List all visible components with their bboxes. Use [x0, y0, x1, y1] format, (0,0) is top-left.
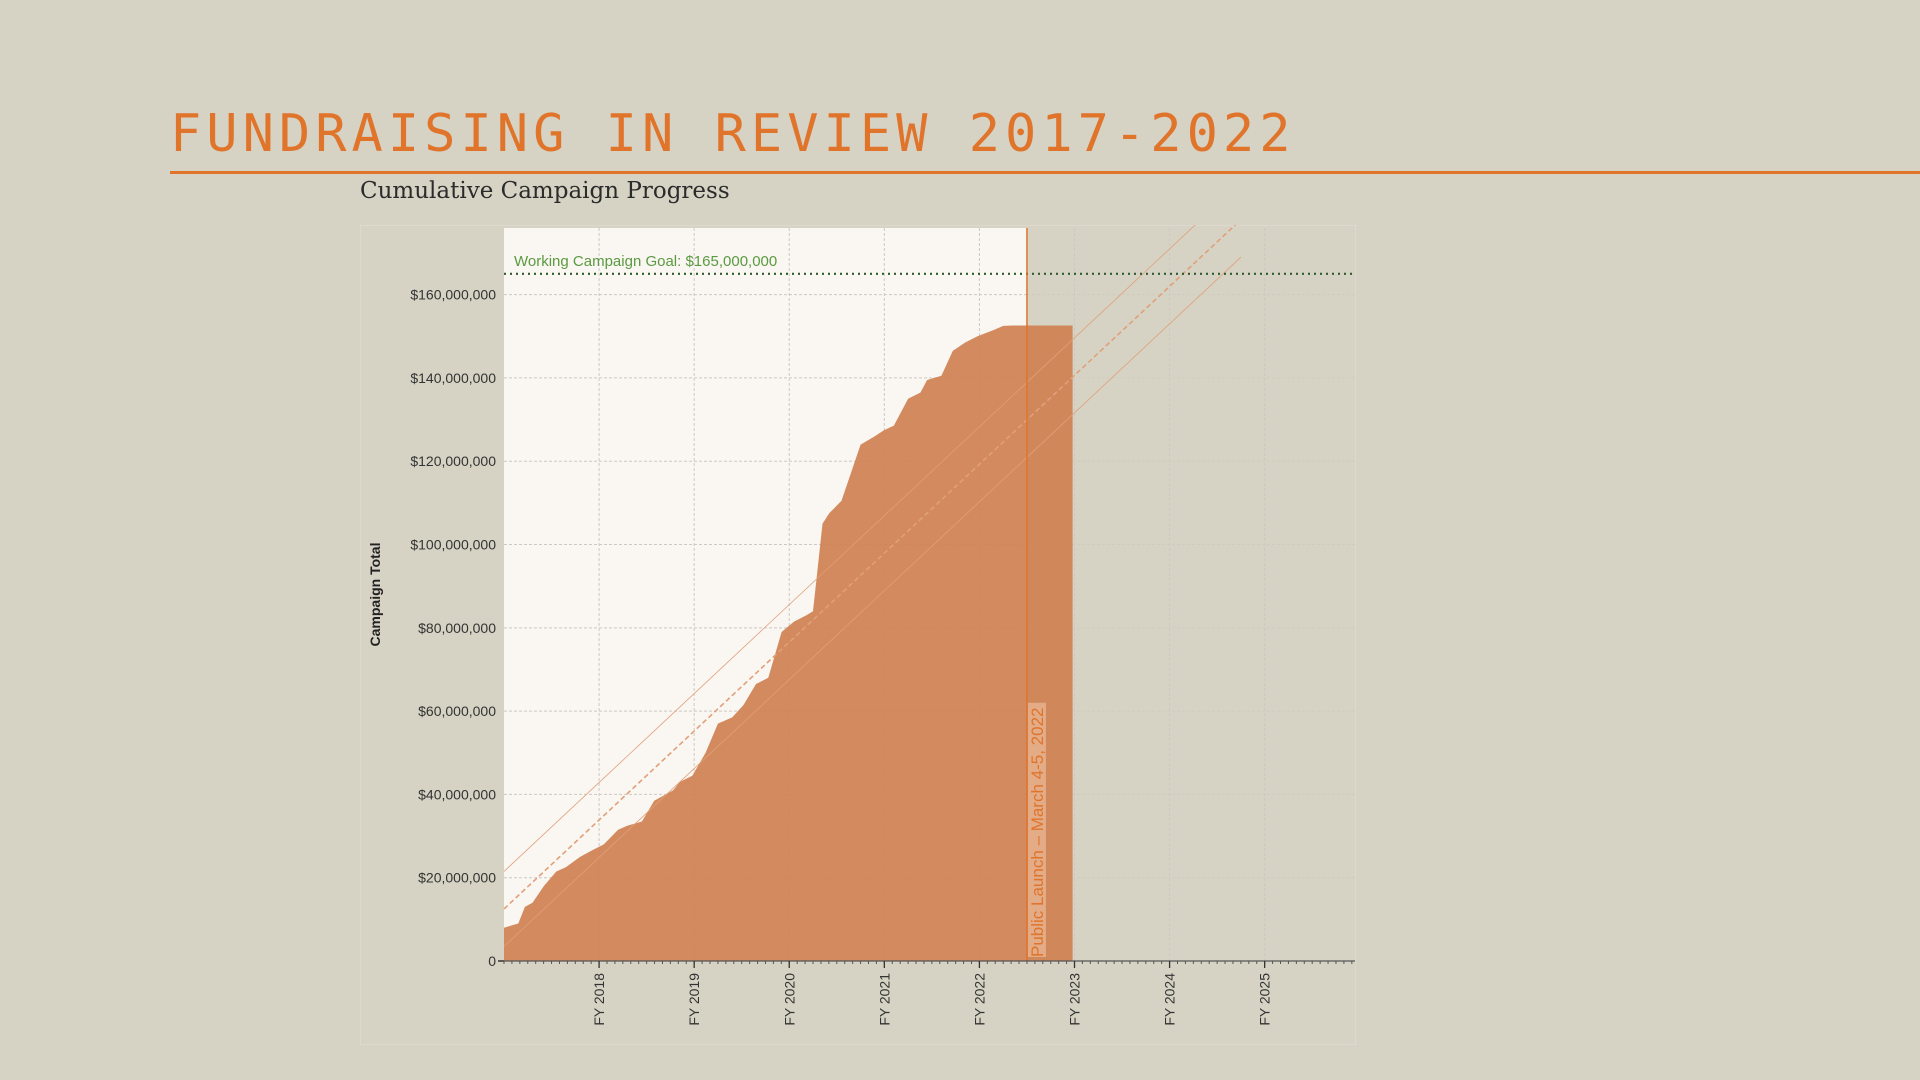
page-title: FUNDRAISING IN REVIEW 2017-2022 [170, 104, 1296, 164]
y-axis-label: Campaign Total [367, 543, 383, 647]
x-tick-label: FY 2018 [591, 973, 607, 1026]
x-tick-label: FY 2023 [1067, 973, 1083, 1026]
campaign-chart: Working Campaign Goal: $165,000,000 Publi… [360, 225, 1356, 1045]
y-tick-label: $40,000,000 [418, 786, 496, 802]
projection-band-line [503, 225, 1196, 872]
x-tick-label: FY 2020 [781, 973, 797, 1026]
x-tick-label: FY 2022 [971, 973, 987, 1026]
projection-band-line [503, 256, 1242, 947]
x-tick-label: FY 2019 [686, 973, 702, 1026]
y-tick-label: $140,000,000 [410, 370, 496, 386]
goal-label: Working Campaign Goal: $165,000,000 [514, 253, 777, 270]
chart-container: Working Campaign Goal: $165,000,000 Publi… [360, 225, 1356, 1045]
x-tick-label: FY 2025 [1257, 973, 1273, 1026]
y-tick-label: $100,000,000 [410, 537, 496, 553]
y-tick-label: 0 [488, 953, 496, 969]
x-tick-label: FY 2021 [876, 973, 892, 1026]
y-tick-label: $80,000,000 [418, 620, 496, 636]
title-divider [170, 171, 1920, 174]
campaign-total-area [504, 325, 1073, 961]
y-tick-label: $160,000,000 [410, 287, 496, 303]
projection-trend-line [503, 225, 1237, 910]
y-tick-label: $120,000,000 [410, 453, 496, 469]
y-tick-label: $20,000,000 [418, 870, 496, 886]
chart-subtitle: Cumulative Campaign Progress [360, 178, 730, 204]
x-tick-label: FY 2024 [1162, 973, 1178, 1026]
public-launch-label-background [1027, 702, 1046, 957]
y-tick-label: $60,000,000 [418, 703, 496, 719]
public-launch-label: Public Launch – March 4-5, 2022 [1028, 708, 1047, 958]
